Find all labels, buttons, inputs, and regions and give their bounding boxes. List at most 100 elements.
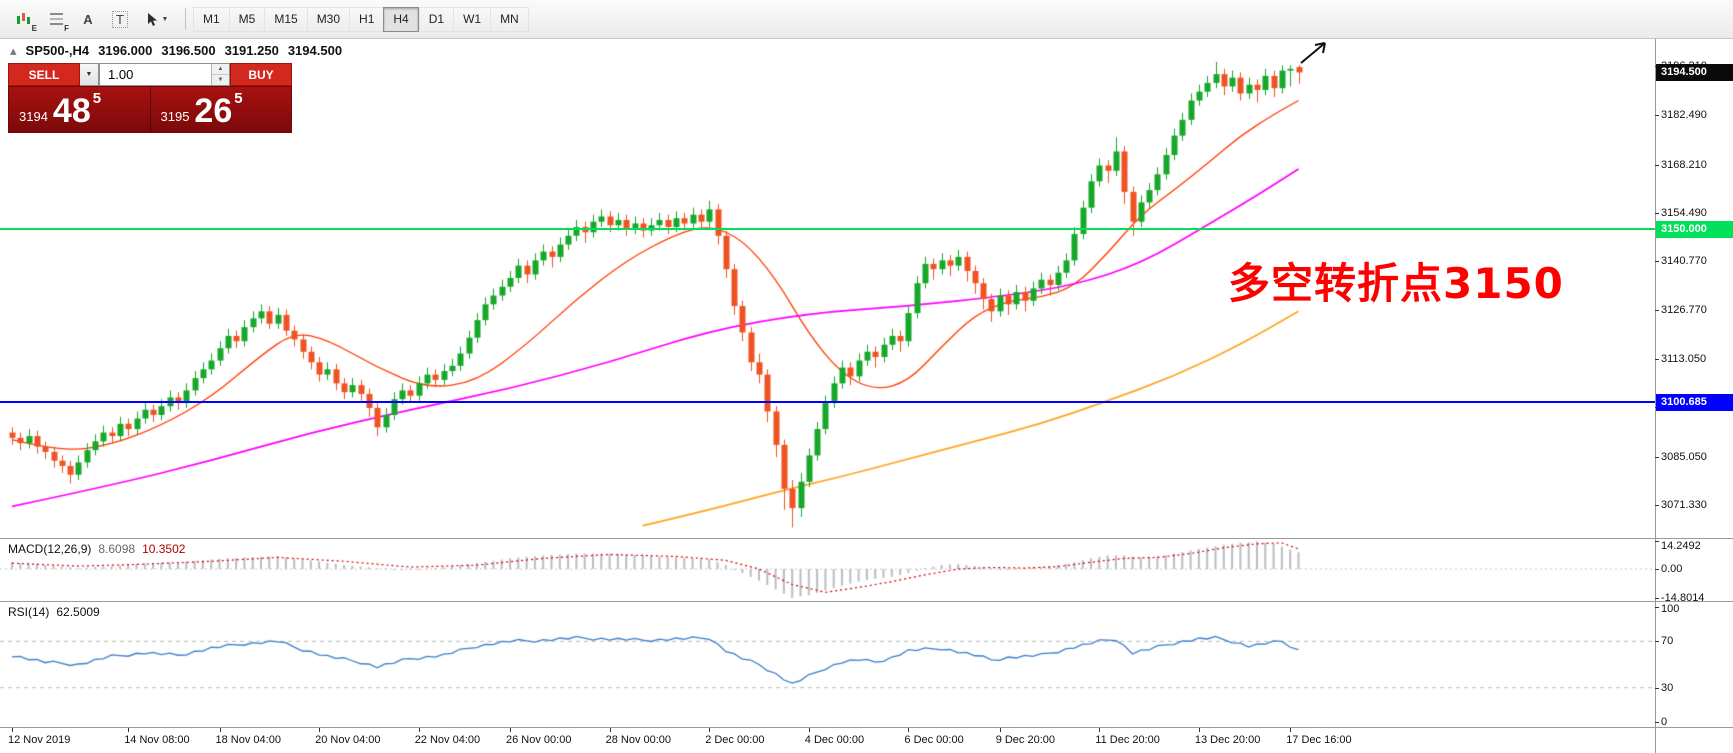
price-tick-mark bbox=[1655, 358, 1659, 360]
sell-price-display[interactable]: 3194 48 5 bbox=[9, 87, 151, 132]
time-tick-mark bbox=[510, 728, 511, 732]
timeframe-button-m1[interactable]: M1 bbox=[193, 6, 229, 32]
time-tick-mark bbox=[609, 728, 611, 732]
buy-price-display[interactable]: 3195 26 5 bbox=[151, 87, 292, 132]
text-tool-icon[interactable]: T bbox=[104, 5, 136, 34]
timeframe-button-h4[interactable]: H4 bbox=[383, 6, 419, 32]
price-tick-mark bbox=[1655, 164, 1659, 166]
rsi-scale-mark bbox=[1655, 722, 1659, 724]
macd-signal-value: 10.3502 bbox=[142, 542, 186, 556]
rsi-indicator-canvas[interactable] bbox=[0, 602, 1655, 727]
price-tick-label: 3140.770 bbox=[1661, 255, 1707, 268]
price-scale-border bbox=[1655, 39, 1656, 753]
resistance-price-tag: 3150.000 bbox=[1656, 220, 1733, 238]
current-price-tag: 3194.500 bbox=[1656, 64, 1733, 82]
rsi-name: RSI(14) bbox=[8, 605, 50, 619]
rsi-scale-mark bbox=[1655, 641, 1659, 643]
volume-field-wrap: ▲ ▼ bbox=[99, 63, 230, 86]
rsi-scale-label: 70 bbox=[1661, 635, 1674, 648]
time-tick-label: 12 Nov 2019 bbox=[8, 734, 71, 746]
price-tick-label: 3071.330 bbox=[1661, 499, 1707, 512]
timeframe-button-m5[interactable]: M5 bbox=[228, 6, 265, 32]
ea-candles-icon[interactable]: E bbox=[8, 5, 40, 34]
time-tick-label: 28 Nov 00:00 bbox=[605, 734, 672, 746]
chart-ohlc-header: ▴ SP500-,H4 3196.000 3196.500 3191.250 3… bbox=[10, 43, 342, 59]
time-tick-mark bbox=[418, 728, 420, 732]
volume-stepper: ▲ ▼ bbox=[211, 64, 229, 85]
volume-decrement-button[interactable]: ▼ bbox=[212, 75, 229, 85]
toolbar: E F A T ▼ M1 M5 M15 M30 H1 H4 D1 W1 MN bbox=[0, 0, 1733, 39]
rsi-value: 62.5009 bbox=[56, 605, 100, 619]
rsi-scale-label: 30 bbox=[1661, 681, 1674, 694]
buy-price-big-figure: 3195 bbox=[160, 109, 190, 124]
panel-separator[interactable] bbox=[0, 601, 1733, 602]
sell-price-point: 5 bbox=[92, 90, 102, 107]
buy-button[interactable]: BUY bbox=[230, 63, 292, 86]
time-tick-mark bbox=[128, 728, 130, 732]
support-price-tag: 3100.685 bbox=[1656, 394, 1733, 412]
resistance-line-3150[interactable] bbox=[0, 227, 1655, 230]
volume-increment-button[interactable]: ▲ bbox=[212, 64, 229, 75]
price-tick-label: 3168.210 bbox=[1661, 158, 1707, 171]
list-glyph bbox=[49, 13, 63, 25]
macd-indicator-canvas[interactable] bbox=[0, 539, 1655, 601]
time-tick-mark bbox=[219, 728, 221, 732]
macd-main-value: 8.6098 bbox=[98, 542, 136, 556]
timeframe-button-m30[interactable]: M30 bbox=[306, 6, 350, 32]
one-click-trading-panel: SELL ▼ ▲ ▼ BUY 3194 48 5 3195 26 bbox=[8, 63, 292, 133]
sell-button[interactable]: SELL bbox=[8, 63, 80, 86]
buy-price-point: 5 bbox=[234, 90, 243, 107]
timeframe-button-mn[interactable]: MN bbox=[490, 6, 529, 32]
time-tick-mark bbox=[908, 728, 910, 732]
time-tick-label: 14 Nov 08:00 bbox=[124, 734, 190, 746]
caret-down-icon: ▼ bbox=[85, 71, 93, 78]
price-tick-mark bbox=[1655, 114, 1659, 116]
macd-scale-label: 14.2492 bbox=[1661, 540, 1701, 552]
price-scale[interactable] bbox=[1656, 39, 1733, 727]
volume-input[interactable] bbox=[100, 64, 211, 85]
time-tick-label: 18 Nov 04:00 bbox=[215, 734, 281, 746]
panel-separator[interactable] bbox=[0, 538, 1733, 539]
price-tick-mark bbox=[1655, 505, 1659, 507]
badge-e: E bbox=[31, 23, 37, 33]
bid-ask-display: 3194 48 5 3195 26 5 bbox=[8, 86, 292, 133]
macd-scale-label: -14.8014 bbox=[1661, 591, 1705, 604]
time-tick-mark bbox=[319, 728, 321, 732]
macd-scale-label: 0.00 bbox=[1661, 563, 1683, 576]
price-tick-label: 3154.490 bbox=[1661, 206, 1707, 219]
high-value: 3196.500 bbox=[161, 43, 216, 58]
toolbar-separator bbox=[185, 8, 186, 30]
timeframe-group: M1 M5 M15 M30 H1 H4 D1 W1 MN bbox=[193, 6, 529, 32]
timeframe-button-h1[interactable]: H1 bbox=[349, 6, 384, 32]
macd-scale-mark bbox=[1655, 541, 1659, 543]
font-tool-icon[interactable]: A bbox=[72, 5, 104, 34]
price-tick-mark bbox=[1655, 310, 1659, 312]
rsi-scale-label: 100 bbox=[1661, 603, 1680, 615]
time-tick-mark bbox=[1099, 728, 1101, 732]
open-value: 3196.000 bbox=[98, 43, 153, 58]
rsi-scale-label: 0 bbox=[1661, 716, 1668, 729]
order-options-dropdown[interactable]: ▼ bbox=[80, 63, 99, 86]
cursor-glyph bbox=[147, 12, 157, 26]
time-tick-label: 6 Dec 00:00 bbox=[904, 734, 964, 746]
badge-f: F bbox=[64, 23, 69, 33]
time-tick-mark bbox=[12, 728, 13, 732]
timeframe-button-m15[interactable]: M15 bbox=[264, 6, 307, 32]
pointer-tool-icon[interactable]: ▼ bbox=[136, 5, 178, 34]
panel-separator[interactable] bbox=[0, 727, 1733, 728]
mouse-cursor-arrow bbox=[1300, 42, 1326, 64]
support-line-3100[interactable] bbox=[0, 401, 1655, 404]
price-tick-mark bbox=[1655, 212, 1659, 214]
time-tick-label: 22 Nov 04:00 bbox=[414, 734, 481, 746]
time-tick-label: 11 Dec 20:00 bbox=[1095, 734, 1160, 746]
macd-name: MACD(12,26,9) bbox=[8, 542, 92, 556]
price-tick-label: 3126.770 bbox=[1661, 304, 1707, 317]
text-annotation[interactable]: 多空转折点3150 bbox=[1228, 259, 1564, 308]
sell-price-pips: 48 bbox=[52, 91, 91, 130]
timeframe-button-w1[interactable]: W1 bbox=[453, 6, 491, 32]
collapse-triangle-icon[interactable]: ▴ bbox=[10, 43, 17, 58]
price-tick-mark bbox=[1655, 457, 1659, 458]
profile-list-icon[interactable]: F bbox=[40, 5, 72, 34]
rsi-label: RSI(14) 62.5009 bbox=[8, 605, 100, 619]
timeframe-button-d1[interactable]: D1 bbox=[418, 6, 454, 32]
